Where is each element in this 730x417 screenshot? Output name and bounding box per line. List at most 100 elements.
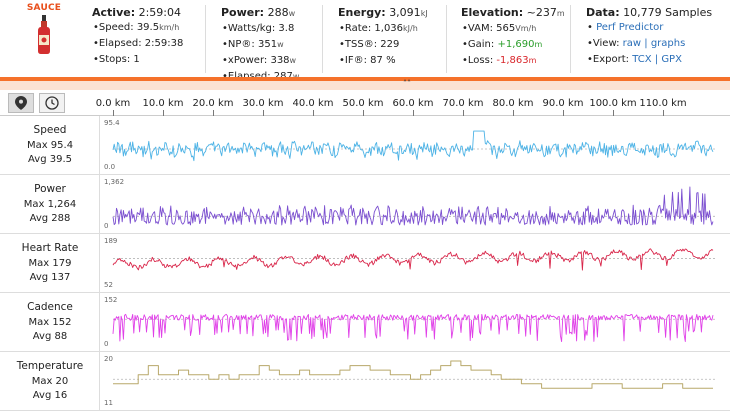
km-tick-label: 20.0 km: [192, 98, 234, 109]
rate-unit: kJ/h: [403, 24, 418, 33]
brand-logo[interactable]: SAUCE: [14, 3, 74, 55]
divider: [446, 5, 447, 73]
elapsed-power-value: 287: [274, 71, 293, 82]
divider: [570, 5, 571, 73]
series-line-cadence: [112, 313, 714, 343]
chart-panel-cadence: Cadence Max 152 Avg 88 152 0: [0, 293, 730, 352]
data-stats: Data: 10,779 Samples • Perf Predictor •V…: [586, 6, 713, 65]
export-separator: |: [654, 54, 659, 65]
panel-label: Temperature Max 20 Avg 16: [0, 352, 100, 410]
km-tick-label: 60.0 km: [392, 98, 434, 109]
active-speed-value: 39.5: [136, 22, 160, 33]
panel-label: Cadence Max 152 Avg 88: [0, 293, 100, 351]
series-line-speed: [112, 130, 714, 162]
tss-label: TSS®:: [344, 39, 378, 50]
rate-label: Rate:: [344, 23, 372, 34]
power-label: Power:: [221, 6, 265, 19]
xpower-label: xPower:: [227, 55, 268, 66]
time-axis-button[interactable]: [39, 93, 65, 113]
km-tick-label: 110.0 km: [639, 98, 687, 109]
km-tick-mark: [263, 110, 264, 116]
export-label: Export:: [592, 54, 630, 65]
km-tick-label: 70.0 km: [442, 98, 484, 109]
if-unit: %: [386, 55, 396, 66]
double-chevron-up-icon: ˄˄: [403, 79, 411, 88]
vam-label: VAM:: [467, 23, 493, 34]
panel-max: Max 1,264: [23, 199, 77, 210]
perf-predictor-link[interactable]: Perf Predictor: [596, 22, 664, 33]
km-tick-label: 100.0 km: [589, 98, 637, 109]
active-stops-value: 1: [133, 54, 140, 65]
elevation-stats: Elevation: ~237m •VAM: 565Vm/h •Gain: +1…: [461, 6, 565, 66]
chart-area[interactable]: 95.4 0.0: [100, 116, 730, 174]
chart-area[interactable]: 1,362 0: [100, 175, 730, 233]
chart-svg-power: [112, 186, 715, 226]
km-tick-label: 90.0 km: [542, 98, 584, 109]
loss-value: -1,863: [496, 55, 529, 66]
gain-unit: m: [534, 40, 543, 49]
km-tick-mark: [113, 110, 114, 116]
wkg-value: 3.8: [278, 23, 295, 34]
chart-panel-power: Power Max 1,264 Avg 288 1,362 0: [0, 175, 730, 234]
elapsed-power-unit: w: [293, 72, 300, 81]
power-stats: Power: 288w •Watts/kg: 3.8 •NP®: 351w •x…: [221, 5, 299, 85]
gain-label: Gain:: [467, 39, 495, 50]
km-tick-label: 80.0 km: [492, 98, 534, 109]
chart-panel-temp: Temperature Max 20 Avg 16 20 11: [0, 352, 730, 411]
active-speed-unit: km/h: [159, 23, 180, 32]
collapse-toggle[interactable]: ˄˄: [0, 79, 730, 90]
panel-avg: Avg 88: [32, 331, 68, 342]
if-label: IF®:: [344, 55, 367, 66]
gain-value: +1,690: [497, 39, 535, 50]
map-marker-button[interactable]: [8, 93, 34, 113]
y-min-label: 0.0: [104, 163, 116, 171]
view-raw-link[interactable]: raw: [622, 38, 642, 49]
panel-title: Speed: [33, 124, 67, 136]
series-line-hr: [112, 248, 714, 271]
panel-avg: Avg 16: [32, 390, 68, 401]
active-value: 2:59:04: [138, 6, 181, 19]
chart-svg-hr: [112, 248, 715, 271]
chart-area[interactable]: 152 0: [100, 293, 730, 351]
divider: [205, 5, 206, 73]
panel-title: Cadence: [27, 301, 73, 313]
panel-max: Max 20: [31, 376, 69, 387]
chart-svg-temp: [113, 360, 715, 389]
vam-unit: Vm/h: [515, 24, 537, 33]
loss-label: Loss:: [467, 55, 494, 66]
energy-unit: kJ: [420, 9, 428, 18]
view-graphs-link[interactable]: graphs: [650, 38, 686, 49]
map-marker-icon: [15, 96, 27, 110]
wkg-label: Watts/kg:: [227, 23, 276, 34]
y-max-label: 20: [104, 355, 113, 363]
y-max-label: 152: [104, 296, 118, 304]
panel-label: Heart Rate Max 179 Avg 137: [0, 234, 100, 292]
clock-icon: [45, 96, 59, 110]
active-speed-label: Speed:: [98, 22, 134, 33]
panel-max: Max 152: [28, 317, 72, 328]
y-min-label: 0: [104, 340, 109, 348]
chart-area[interactable]: 20 11: [100, 352, 730, 410]
rate-value: 1,036: [374, 23, 404, 34]
vam-value: 565: [496, 23, 516, 34]
active-label: Active:: [92, 6, 136, 19]
km-tick-label: 10.0 km: [142, 98, 184, 109]
panel-max: Max 179: [28, 258, 72, 269]
export-tcx-link[interactable]: TCX: [632, 54, 652, 65]
panel-avg: Avg 288: [29, 213, 71, 224]
power-unit: w: [288, 9, 296, 18]
active-elapsed-value: 2:59:38: [144, 38, 184, 49]
y-max-label: 189: [104, 237, 118, 245]
np-unit: w: [277, 40, 284, 49]
samples-value: 10,779 Samples: [623, 6, 713, 19]
panel-label: Speed Max 95.4 Avg 39.5: [0, 116, 100, 174]
export-gpx-link[interactable]: GPX: [661, 54, 682, 65]
xpower-value: 338: [270, 55, 290, 66]
panel-label: Power Max 1,264 Avg 288: [0, 175, 100, 233]
chart-area[interactable]: 189 52: [100, 234, 730, 292]
series-line-temp: [113, 360, 713, 389]
km-tick-mark: [413, 110, 414, 116]
series-line-power: [112, 186, 714, 226]
active-stops-label: Stops:: [98, 54, 131, 65]
km-tick-mark: [663, 110, 664, 116]
